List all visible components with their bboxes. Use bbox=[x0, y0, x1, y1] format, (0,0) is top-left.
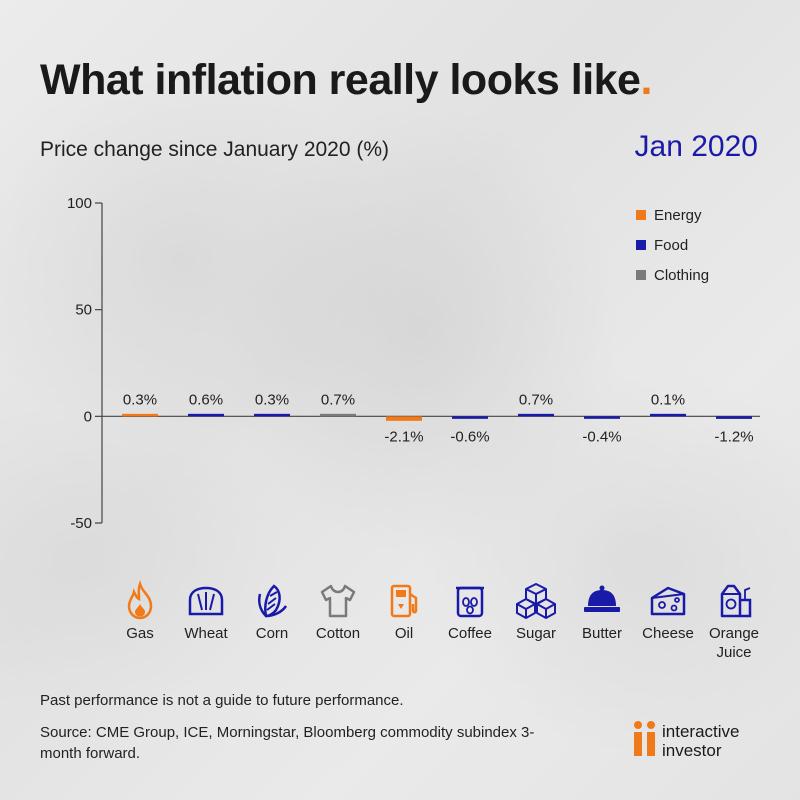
y-tick-label: 50 bbox=[75, 302, 92, 319]
legend-swatch-energy bbox=[636, 210, 646, 220]
data-label: 0.7% bbox=[519, 391, 553, 408]
source-note: Source: CME Group, ICE, Morningstar, Blo… bbox=[40, 724, 535, 762]
commodity-label: Cotton bbox=[315, 625, 361, 642]
commodity-orange-juice: Orange Juice bbox=[701, 580, 767, 662]
title-dot: . bbox=[640, 56, 652, 104]
brand-logo: interactive investor bbox=[632, 718, 772, 764]
data-label: -1.2% bbox=[714, 428, 753, 445]
commodity-label: Corn bbox=[255, 625, 289, 642]
bar-coffee bbox=[452, 416, 488, 419]
data-label: -0.6% bbox=[450, 428, 489, 445]
commodity-label: Cheese bbox=[642, 625, 694, 642]
legend-swatch-food bbox=[636, 240, 646, 250]
cheese-icon bbox=[635, 580, 701, 620]
brand-name: interactive investor bbox=[662, 722, 739, 760]
brand-line-1: interactive bbox=[662, 722, 740, 741]
bar-oil bbox=[386, 416, 422, 421]
legend-label-food: Food bbox=[654, 237, 688, 254]
brand-mark-icon bbox=[634, 721, 655, 756]
legend-swatch-clothing bbox=[636, 270, 646, 280]
commodity-label: Orange Juice bbox=[708, 625, 760, 661]
bar-orange-juice bbox=[716, 416, 752, 419]
commodity-gas: Gas bbox=[107, 580, 173, 643]
page-title-text: What inflation really looks like bbox=[40, 56, 641, 104]
y-tick-label: -50 bbox=[70, 515, 92, 532]
footnote: Past performance is not a guide to futur… bbox=[40, 692, 404, 709]
commodity-label: Coffee bbox=[448, 625, 492, 642]
commodity-cotton: Cotton bbox=[305, 580, 371, 643]
commodity-label: Sugar bbox=[515, 625, 557, 642]
butter-dish-icon bbox=[569, 580, 635, 620]
date-label: Jan 2020 bbox=[634, 130, 758, 163]
y-tick-label: 0 bbox=[84, 408, 92, 425]
page-title: What inflation really looks like. bbox=[40, 56, 652, 105]
commodity-coffee: Coffee bbox=[437, 580, 503, 643]
commodity-label: Butter bbox=[581, 625, 623, 642]
bar-sugar bbox=[518, 413, 554, 417]
commodity-corn: Corn bbox=[239, 580, 305, 643]
data-label: 0.3% bbox=[255, 391, 289, 408]
bar-butter bbox=[584, 416, 620, 419]
legend-label-clothing: Clothing bbox=[654, 267, 709, 284]
fuel-pump-icon bbox=[371, 580, 437, 620]
data-label: -2.1% bbox=[384, 428, 423, 445]
data-label: 0.7% bbox=[321, 391, 355, 408]
flame-icon bbox=[107, 580, 173, 620]
data-label: 0.6% bbox=[189, 391, 223, 408]
chart-subtitle: Price change since January 2020 (%) bbox=[40, 138, 390, 161]
commodity-icons-row: Gas Wheat Corn Cotton Oil Coffee Sugar Butter Ch… bbox=[107, 580, 767, 680]
commodity-label: Gas bbox=[126, 625, 154, 642]
sugar-cubes-icon bbox=[503, 580, 569, 620]
commodity-label: Wheat bbox=[184, 625, 228, 642]
commodity-sugar: Sugar bbox=[503, 580, 569, 643]
commodity-oil: Oil bbox=[371, 580, 437, 643]
data-label: 0.1% bbox=[651, 391, 685, 408]
coffee-icon bbox=[437, 580, 503, 620]
commodity-label: Oil bbox=[394, 625, 414, 642]
tshirt-icon bbox=[305, 580, 371, 620]
legend-label-energy: Energy bbox=[654, 207, 702, 224]
bar-gas bbox=[122, 413, 158, 417]
bar-corn bbox=[254, 413, 290, 417]
brand-line-2: investor bbox=[662, 741, 722, 760]
y-tick-label: 100 bbox=[67, 195, 92, 212]
bar-wheat bbox=[188, 413, 224, 417]
commodity-butter: Butter bbox=[569, 580, 635, 643]
juice-carton-icon bbox=[701, 580, 767, 620]
price-change-chart: 100 50 0 -50 0.3% 0.6% 0.3% 0.7% -2.1% -0.6% 0.7% -… bbox=[67, 195, 760, 532]
bar-cotton bbox=[320, 413, 356, 417]
corn-icon bbox=[239, 580, 305, 620]
bread-icon bbox=[173, 580, 239, 620]
commodity-cheese: Cheese bbox=[635, 580, 701, 643]
bar-cheese bbox=[650, 413, 686, 417]
data-label: -0.4% bbox=[582, 428, 621, 445]
commodity-wheat: Wheat bbox=[173, 580, 239, 643]
data-label: 0.3% bbox=[123, 391, 157, 408]
